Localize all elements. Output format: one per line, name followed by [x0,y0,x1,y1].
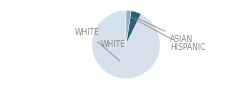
Text: WHITE: WHITE [101,40,126,49]
Text: WHITE: WHITE [75,28,120,61]
Text: HISPANIC: HISPANIC [131,17,206,52]
Text: ASIAN: ASIAN [137,18,194,44]
Wedge shape [126,11,141,44]
Wedge shape [92,10,160,79]
Wedge shape [126,10,131,44]
